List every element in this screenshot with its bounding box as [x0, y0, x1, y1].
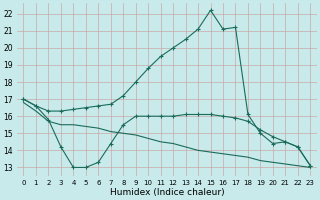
- X-axis label: Humidex (Indice chaleur): Humidex (Indice chaleur): [109, 188, 224, 197]
